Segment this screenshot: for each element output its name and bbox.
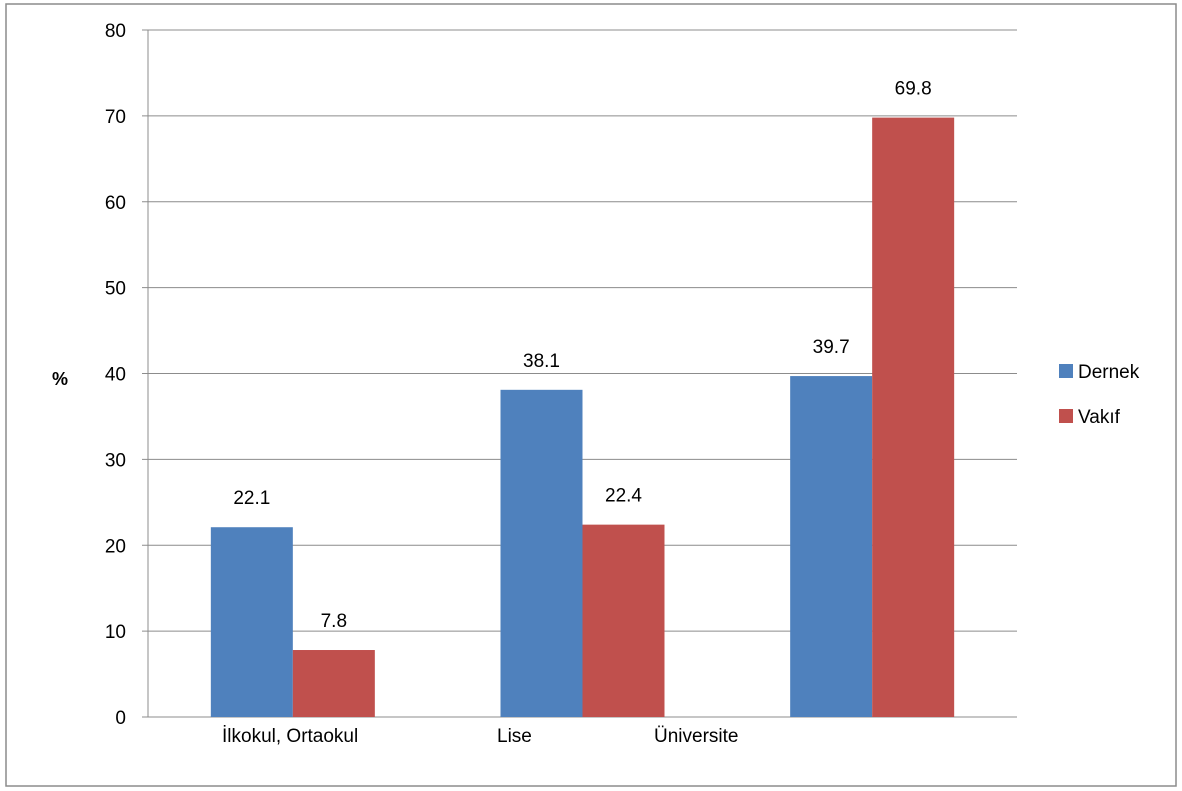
data-label: 69.8 <box>895 79 932 100</box>
data-label: 39.7 <box>813 337 850 358</box>
bar-vakıf-2 <box>872 117 955 717</box>
legend: Dernek Vakıf <box>1059 362 1140 428</box>
bar-vakıf-1 <box>582 524 665 717</box>
bar-vakıf-0 <box>292 650 375 717</box>
labels: 0 10 20 30 40 50 60 70 80 22.1 38.1 39.7 7.8 22.4 69.8… <box>105 21 932 747</box>
data-label: 7.8 <box>321 611 347 632</box>
y-tick-label: 10 <box>105 622 126 643</box>
legend-label-vakıf: Vakıf <box>1078 407 1121 428</box>
bar-dernek-1 <box>500 389 583 717</box>
y-tick-label: 80 <box>105 21 126 42</box>
x-category-label: İlkokul, Ortaokul <box>222 726 358 747</box>
data-label: 38.1 <box>523 351 560 372</box>
y-tick-label: 50 <box>105 279 126 300</box>
y-tick-label: 20 <box>105 536 126 557</box>
bar-dernek-2 <box>790 376 873 717</box>
x-category-label: Üniversite <box>654 726 738 747</box>
bar-dernek-0 <box>210 527 293 717</box>
legend-swatch-dernek <box>1059 364 1073 378</box>
legend-swatch-vakıf <box>1059 409 1073 423</box>
y-tick-label: 0 <box>115 708 126 729</box>
y-tick-label: 70 <box>105 107 126 128</box>
data-label: 22.1 <box>233 488 270 509</box>
y-tick-label: 40 <box>105 365 126 386</box>
legend-label-dernek: Dernek <box>1078 362 1140 383</box>
x-category-label: Lise <box>497 726 532 747</box>
data-label: 22.4 <box>605 486 642 507</box>
y-tick-label: 60 <box>105 193 126 214</box>
y-axis-label: % <box>52 369 68 389</box>
bars <box>210 117 955 717</box>
y-tick-label: 30 <box>105 450 126 471</box>
